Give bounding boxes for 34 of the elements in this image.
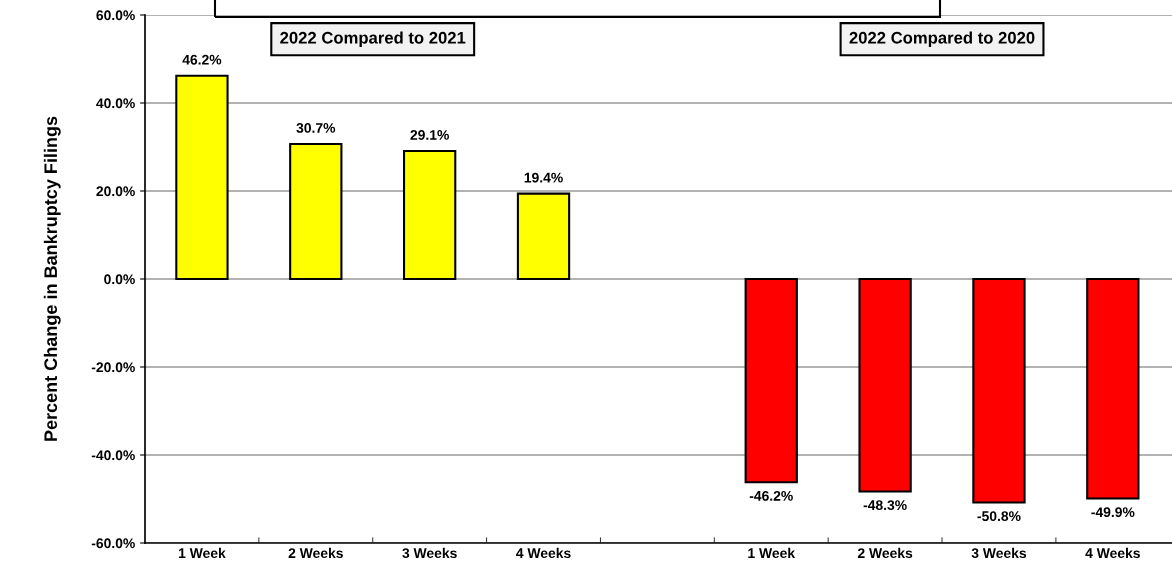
data-label: 29.1% [410, 130, 449, 140]
y-tick-label: -20.0% [91, 362, 135, 373]
y-tick-label: 40.0% [96, 98, 135, 109]
annotation: 2022 Compared to 2020 [849, 31, 1035, 47]
data-label: 19.4% [524, 172, 563, 183]
y-tick-label: 0.0% [104, 274, 135, 285]
x-tick-label: 4 Weeks [516, 547, 571, 559]
y-tick-label: 60.0% [96, 10, 135, 21]
data-label: -50.8% [977, 511, 1021, 522]
x-tick-label: 1 Week [748, 547, 796, 559]
bar [1086, 277, 1140, 500]
y-tick-label: 20.0% [96, 186, 135, 197]
annotation: 2022 Compared to 2021 [280, 31, 466, 47]
data-label: 30.7% [296, 123, 336, 133]
y-tick-label: -60.0% [91, 538, 135, 549]
x-tick-label: 3 Weeks [971, 547, 1027, 559]
bar [175, 74, 229, 281]
x-tick-label: 2 Weeks [857, 547, 913, 559]
x-tick-label: 4 Weeks [1085, 547, 1140, 559]
bar [858, 277, 912, 493]
y-axis-title: Percent Change in Bankruptcy Filings [43, 116, 61, 441]
bar [744, 277, 798, 484]
data-label: -46.2% [749, 490, 793, 501]
data-label: 46.2% [182, 54, 222, 65]
x-tick-label: 1 Week [179, 547, 226, 559]
bar [402, 149, 457, 281]
bar [289, 142, 343, 281]
x-tick-label: 3 Weeks [402, 547, 457, 559]
bar [972, 277, 1026, 504]
data-label: -48.3% [863, 500, 907, 511]
y-tick-label: -40.0% [91, 450, 135, 461]
x-tick-label: 2 Weeks [288, 547, 343, 559]
bar [516, 192, 571, 281]
data-label: -49.9% [1091, 507, 1135, 518]
